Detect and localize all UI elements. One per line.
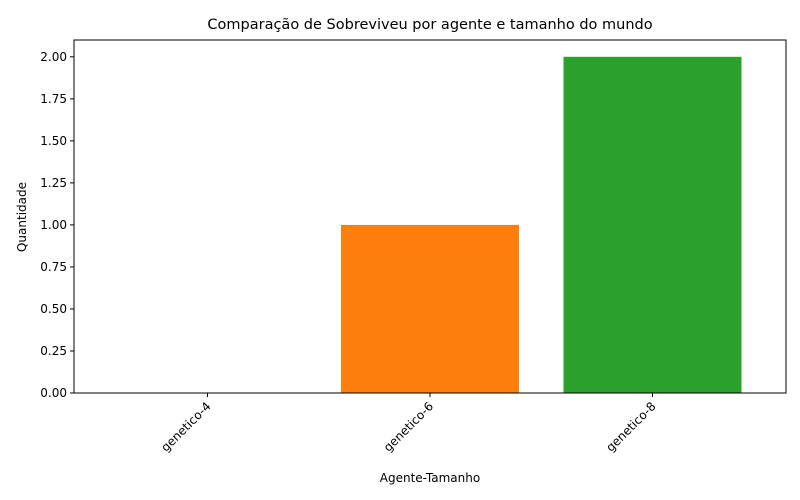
y-tick-label: 2.00: [40, 50, 67, 64]
y-tick-label: 0.25: [40, 344, 67, 358]
axes-frame: [73, 39, 787, 394]
y-tick-label: 1.50: [40, 134, 67, 148]
x-tick-label: genetico-4: [158, 399, 213, 454]
y-tick-label: 1.75: [40, 92, 67, 106]
x-axis-title: Agente-Tamanho: [380, 471, 480, 485]
y-axis-title: Quantidade: [15, 182, 29, 252]
x-axis-ticks: genetico-4 genetico-6 genetico-8: [158, 393, 659, 454]
y-tick-label: 0.75: [40, 260, 67, 274]
y-tick-label: 1.25: [40, 176, 67, 190]
y-tick-label: 0.00: [40, 386, 67, 400]
bar-genetico-6: [341, 224, 519, 393]
bars-group: [341, 56, 742, 394]
y-axis-ticks: 0.00 0.25 0.50 0.75 1.00 1.25 1.50 1.75 2.00: [40, 50, 74, 400]
chart-title: Comparação de Sobreviveu por agente e ta…: [207, 17, 652, 33]
y-tick-label: 0.50: [40, 302, 67, 316]
bar-genetico-8: [563, 56, 742, 394]
y-tick-label: 1.00: [40, 218, 67, 232]
x-tick-label: genetico-8: [603, 399, 658, 454]
x-tick-label: genetico-6: [381, 399, 436, 454]
